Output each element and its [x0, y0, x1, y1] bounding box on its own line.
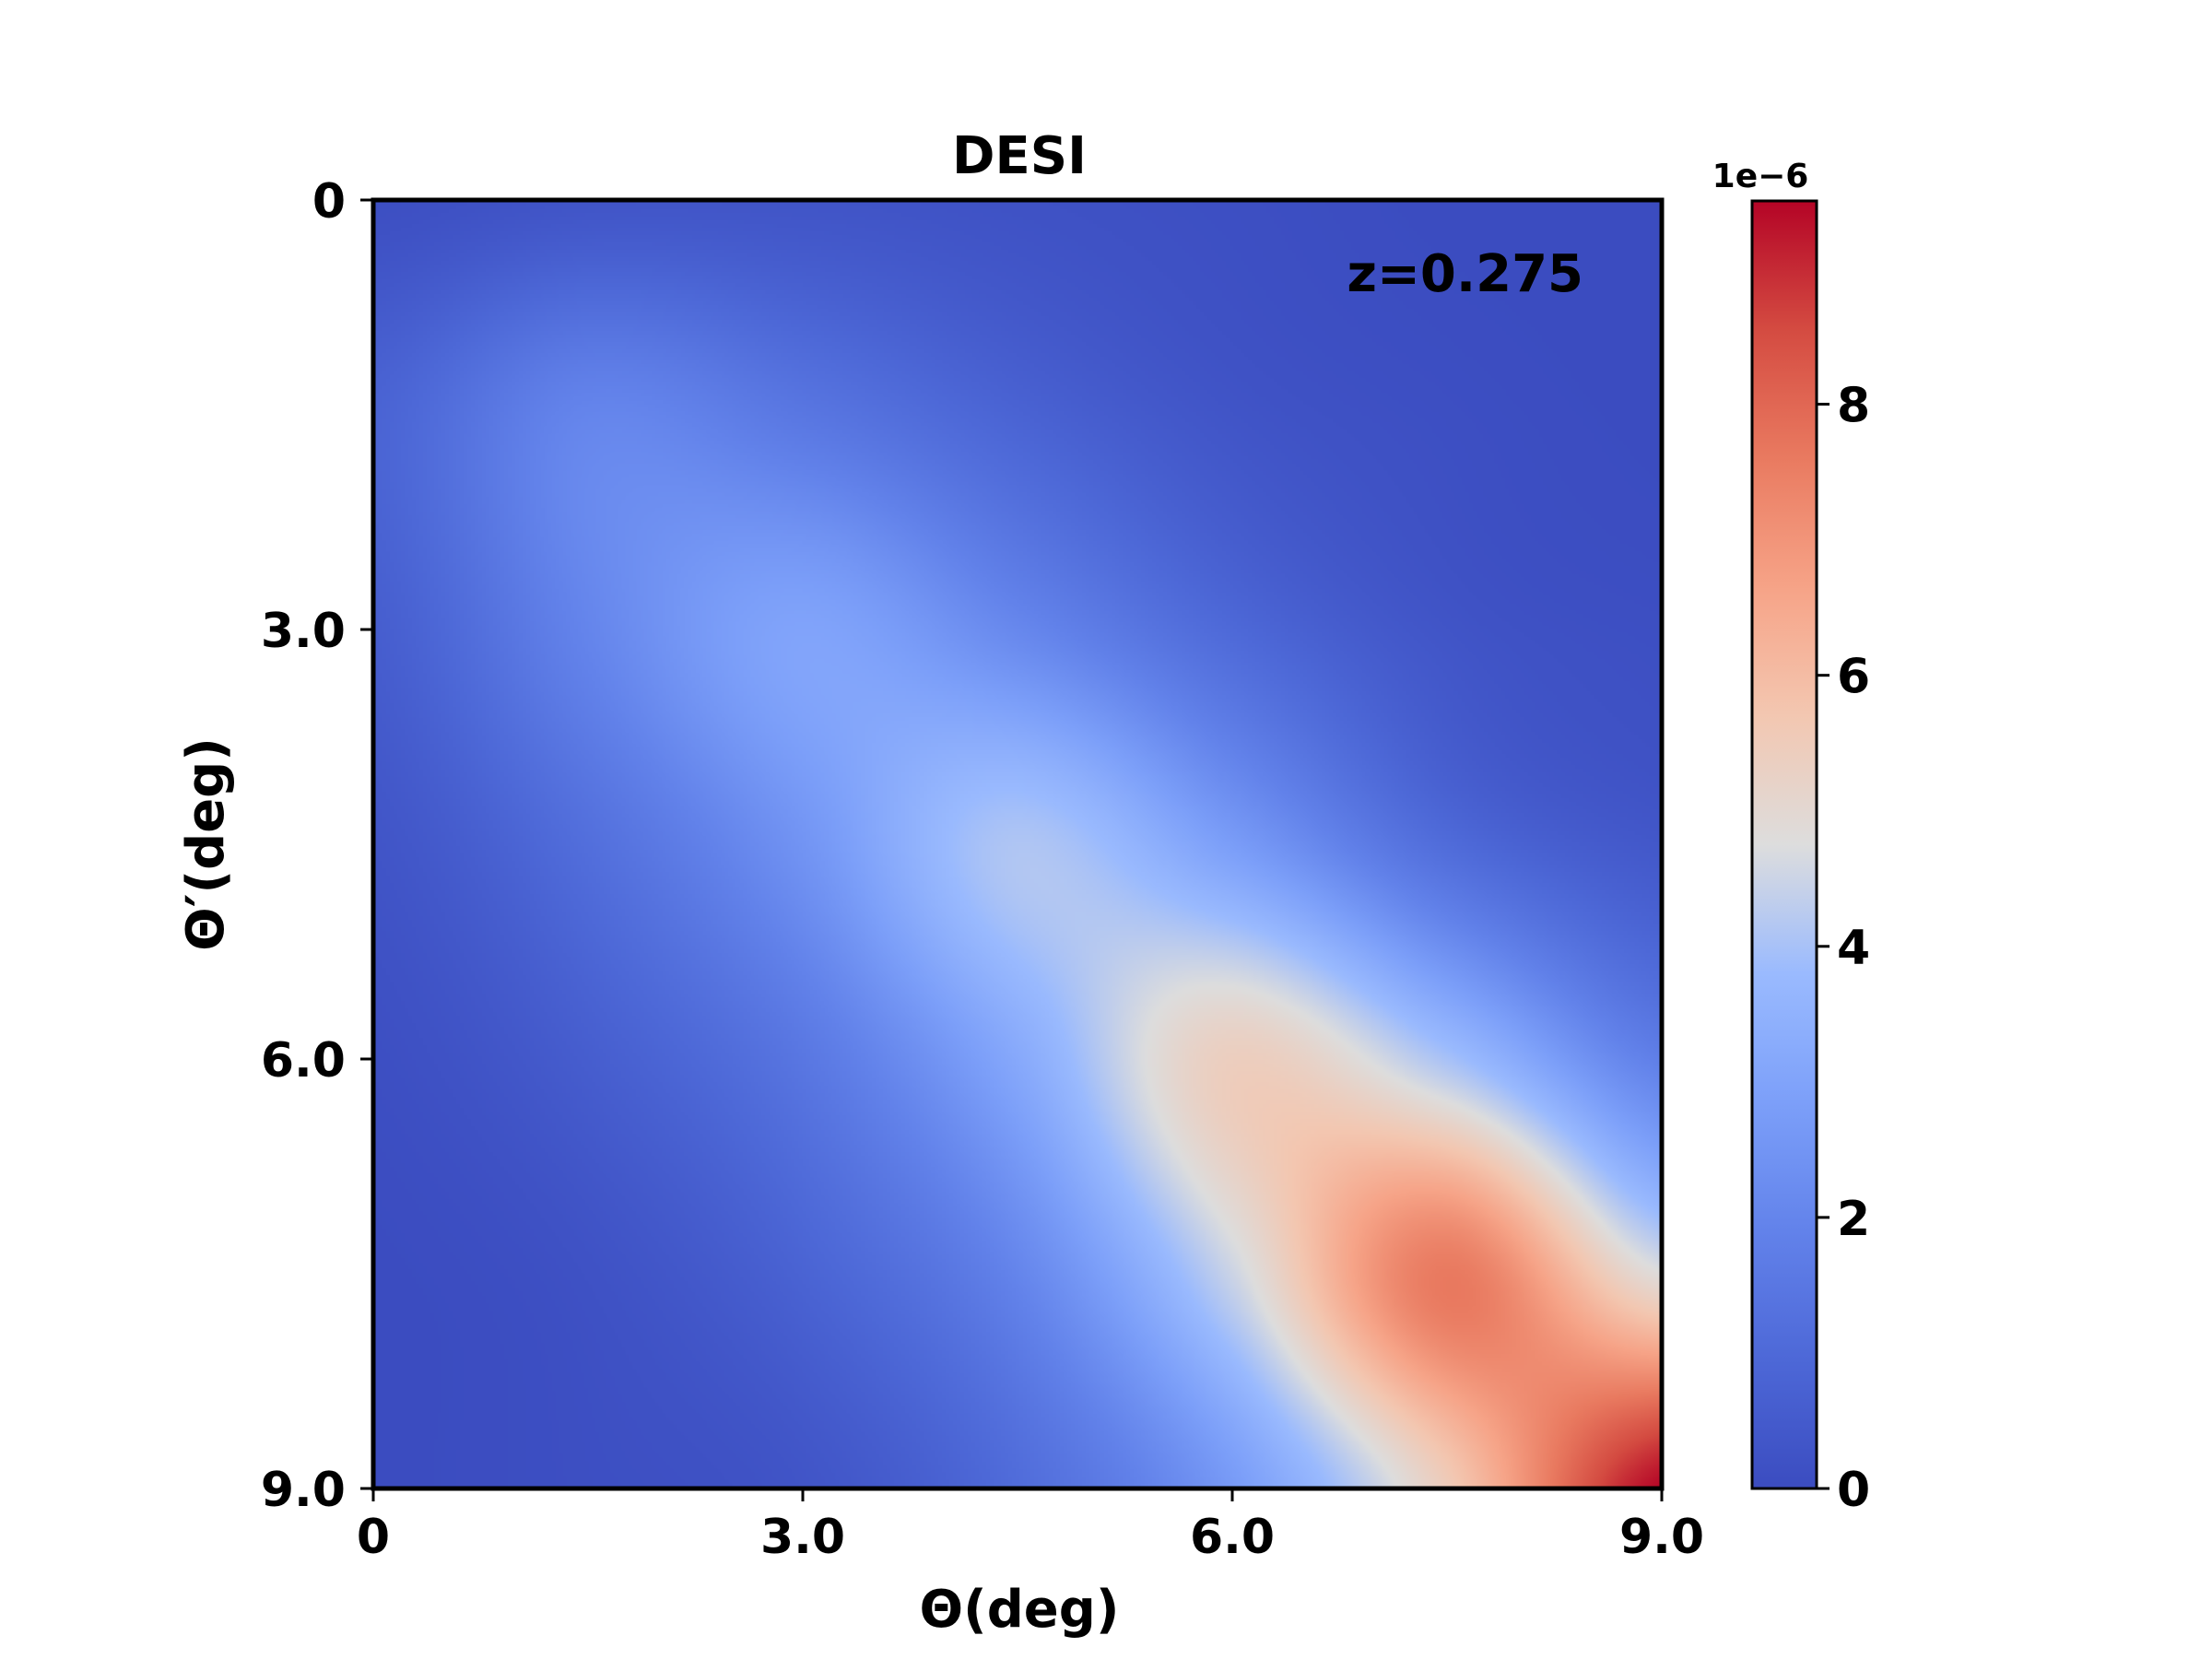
heatmap-plot-area — [371, 197, 1665, 1491]
x-tick-label: 6.0 — [1190, 1510, 1275, 1565]
x-tick-label: 3.0 — [760, 1510, 845, 1565]
y-tick-label: 6.0 — [261, 1033, 346, 1088]
y-axis-label: Θ′(deg) — [176, 737, 236, 951]
x-tick-label: 9.0 — [1619, 1510, 1704, 1565]
colorbar-ticks: 0 2 4 6 8 — [1817, 379, 1870, 1518]
colorbar-offset-label: 1e−6 — [1712, 158, 1809, 195]
plot-frame — [371, 197, 1665, 1491]
colorbar-tick-label: 2 — [1837, 1192, 1870, 1247]
colorbar-gradient — [1750, 199, 1818, 1490]
heatmap-image — [373, 200, 1662, 1488]
colorbar: 0 2 4 6 8 1e−6 — [1712, 158, 1871, 1518]
colorbar-tick-label: 8 — [1837, 379, 1870, 434]
x-tick-label: 0 — [357, 1510, 390, 1565]
x-axis-label: Θ(deg) — [920, 1580, 1120, 1640]
colorbar-tick-label: 4 — [1837, 921, 1870, 976]
y-tick-label: 3.0 — [261, 604, 346, 659]
colorbar-tick-label: 6 — [1837, 650, 1870, 705]
y-tick-label: 9.0 — [261, 1463, 346, 1518]
y-axis-ticks: 0 3.0 6.0 9.0 — [261, 174, 373, 1518]
chart-title: DESI — [952, 126, 1087, 186]
y-tick-label: 0 — [312, 174, 346, 229]
x-axis-ticks: 0 3.0 6.0 9.0 — [357, 1488, 1704, 1565]
redshift-annotation: z=0.275 — [1347, 244, 1583, 304]
colorbar-tick-label: 0 — [1837, 1463, 1870, 1518]
